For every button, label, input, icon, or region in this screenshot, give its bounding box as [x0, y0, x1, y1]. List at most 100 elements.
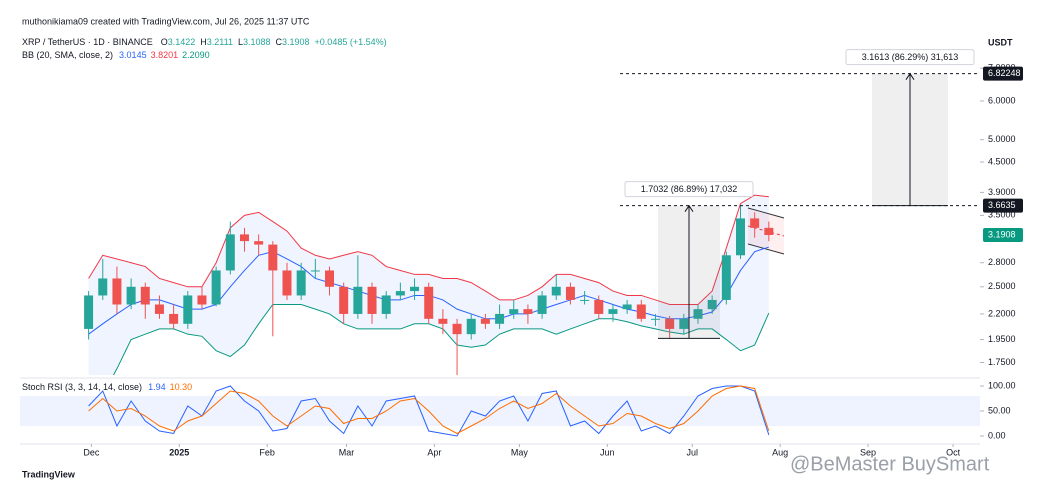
- candle-body: [225, 234, 235, 271]
- legend-ohlc: XRP / TetherUS · 1D · BINANCE O3.1422 H3.2…: [22, 37, 387, 47]
- y-tick-label: 0.00: [988, 430, 1006, 440]
- x-tick-label: May: [511, 447, 529, 457]
- price-tag: [983, 198, 1023, 213]
- ohlc-key: H: [200, 37, 207, 47]
- candle-body: [154, 304, 164, 314]
- candle-body: [466, 318, 476, 335]
- y-tick-label: 5.0000: [988, 134, 1016, 144]
- candle-body: [665, 318, 675, 329]
- legend-stoch: Stoch RSI (3, 3, 14, 14, close) 1.94 10.30: [22, 382, 192, 392]
- price-tag-label: 3.6635: [988, 200, 1016, 210]
- candle-body: [580, 299, 590, 301]
- candle-body: [381, 295, 391, 314]
- candle-body: [367, 286, 377, 314]
- candle-body: [636, 304, 646, 319]
- candle-body: [650, 318, 660, 320]
- candle-body: [126, 286, 136, 305]
- ohlc-key: C: [276, 37, 283, 47]
- change: +0.0485 (+1.54%): [315, 37, 387, 47]
- y-tick-label: 3.5000: [988, 210, 1016, 220]
- ohlc-value: 3.1422: [168, 37, 196, 47]
- ohlc-value: 3.1088: [243, 37, 271, 47]
- candle-body: [495, 313, 505, 324]
- candle-body: [608, 309, 618, 314]
- candle-body: [452, 323, 462, 335]
- y-tick-label: 2.2000: [988, 308, 1016, 318]
- currency: USDT: [988, 37, 1013, 47]
- stoch-line: [88, 385, 770, 435]
- candle-body: [353, 286, 363, 314]
- candle-body: [282, 270, 292, 296]
- symbol: XRP / TetherUS · 1D · BINANCE: [22, 37, 153, 47]
- y-tick-label: 50.00: [988, 405, 1011, 415]
- candle-body: [565, 286, 575, 300]
- stoch-value: 1.94: [148, 382, 166, 392]
- x-tick-label: Feb: [259, 447, 275, 457]
- candle-body: [551, 286, 561, 296]
- price-tag-label: 3.1908: [988, 229, 1016, 239]
- candle-body: [310, 270, 320, 272]
- candle-body: [735, 218, 745, 256]
- ohlc-key: O: [161, 37, 168, 47]
- price-tag: [983, 66, 1023, 81]
- y-tick-label: 2.5000: [988, 281, 1016, 291]
- candle-body: [410, 286, 420, 292]
- bb-value: 3.8201: [151, 50, 179, 60]
- y-tick-label: 2.8000: [988, 257, 1016, 267]
- ohlc-value: 3.2111: [207, 37, 233, 47]
- candle-body: [764, 227, 774, 236]
- candle-body: [693, 309, 703, 319]
- candle-body: [622, 304, 632, 310]
- candle-body: [98, 278, 108, 296]
- x-tick-label: Apr: [427, 447, 441, 457]
- ohlc-value: 3.1908: [282, 37, 310, 47]
- x-tick-label: Aug: [772, 447, 788, 457]
- x-tick-label: Jul: [687, 447, 699, 457]
- y-tick-label: 100.00: [988, 380, 1016, 390]
- y-tick-label: 3.9000: [988, 187, 1016, 197]
- candle-body: [268, 244, 278, 271]
- candle-body: [523, 309, 533, 314]
- candle-body: [594, 299, 604, 314]
- price-tag: [983, 228, 1023, 243]
- credit: muthonikiama09 created with TradingView.…: [22, 16, 310, 26]
- x-tick-label: Mar: [339, 447, 355, 457]
- candle-body: [537, 295, 547, 314]
- candle-body: [509, 309, 519, 314]
- candle-body: [438, 318, 448, 324]
- candle-body: [112, 278, 122, 305]
- candle-body: [140, 286, 150, 305]
- legend-bb: BB (20, SMA, close, 2) 3.0145 3.8201 2.2090: [22, 50, 210, 60]
- candle-body: [211, 270, 221, 305]
- price-pane: [84, 194, 774, 375]
- measure-label: 1.7032 (86.89%) 17,032: [641, 184, 738, 194]
- y-tick-label: 4.5000: [988, 156, 1016, 166]
- stoch-label: Stoch RSI (3, 3, 14, 14, close): [22, 382, 142, 392]
- x-tick-label: Dec: [83, 447, 100, 457]
- logo: TradingView: [22, 469, 76, 479]
- y-tick-label: 1.7500: [988, 357, 1016, 367]
- measure-label: 3.1613 (86.29%) 31,613: [862, 52, 959, 62]
- y-tick-label: 1.9500: [988, 334, 1016, 344]
- candle-body: [239, 234, 249, 242]
- candle-body: [480, 318, 490, 324]
- y-tick-label: 6.0000: [988, 95, 1016, 105]
- price-tag-label: 6.82248: [988, 68, 1021, 78]
- stoch-value: 10.30: [170, 382, 193, 392]
- candle-body: [325, 270, 335, 287]
- candle-body: [169, 313, 179, 324]
- x-tick-label: Oct: [946, 447, 961, 457]
- candle-body: [707, 299, 717, 310]
- ohlc-key: L: [238, 37, 243, 47]
- candle-body: [395, 291, 405, 296]
- measure-label-bg: [624, 181, 754, 198]
- candle-body: [721, 255, 731, 300]
- candle-body: [84, 295, 94, 329]
- measure-label-bg: [845, 49, 975, 66]
- candle-body: [339, 286, 349, 314]
- candle-body: [750, 218, 760, 228]
- candle-body: [197, 295, 207, 305]
- candle-body: [183, 295, 193, 324]
